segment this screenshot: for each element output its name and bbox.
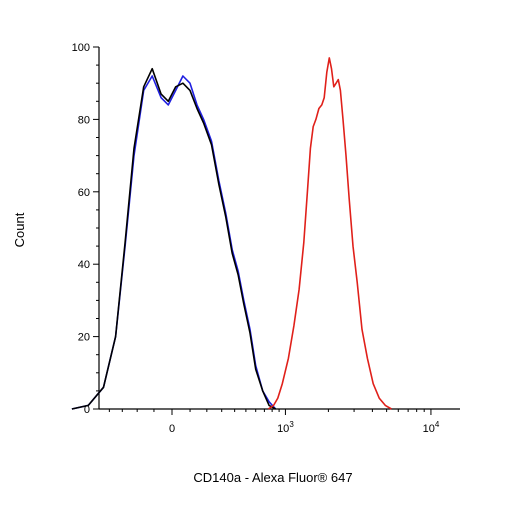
y-tick-label: 20 [78,332,90,344]
ticks-layer: 0204060801000103104105 [72,42,440,435]
y-axis-label: Count [12,212,27,247]
x-tick-label: 104 [423,420,440,435]
axes [98,47,460,410]
histogram-series-3 [267,57,392,410]
x-axis-label: CD140a - Alexa Fluor® 647 [193,470,352,485]
histogram-series-2 [71,67,277,410]
x-tick-label: 0 [169,423,175,435]
y-tick-label: 80 [78,114,90,126]
y-tick-label: 100 [72,42,90,54]
x-tick-label: 103 [277,420,294,435]
histogram-series-1 [71,75,277,410]
y-tick-label: 60 [78,187,90,199]
series-layer [71,57,392,410]
y-tick-label: 0 [84,404,90,416]
y-tick-label: 40 [78,259,90,271]
